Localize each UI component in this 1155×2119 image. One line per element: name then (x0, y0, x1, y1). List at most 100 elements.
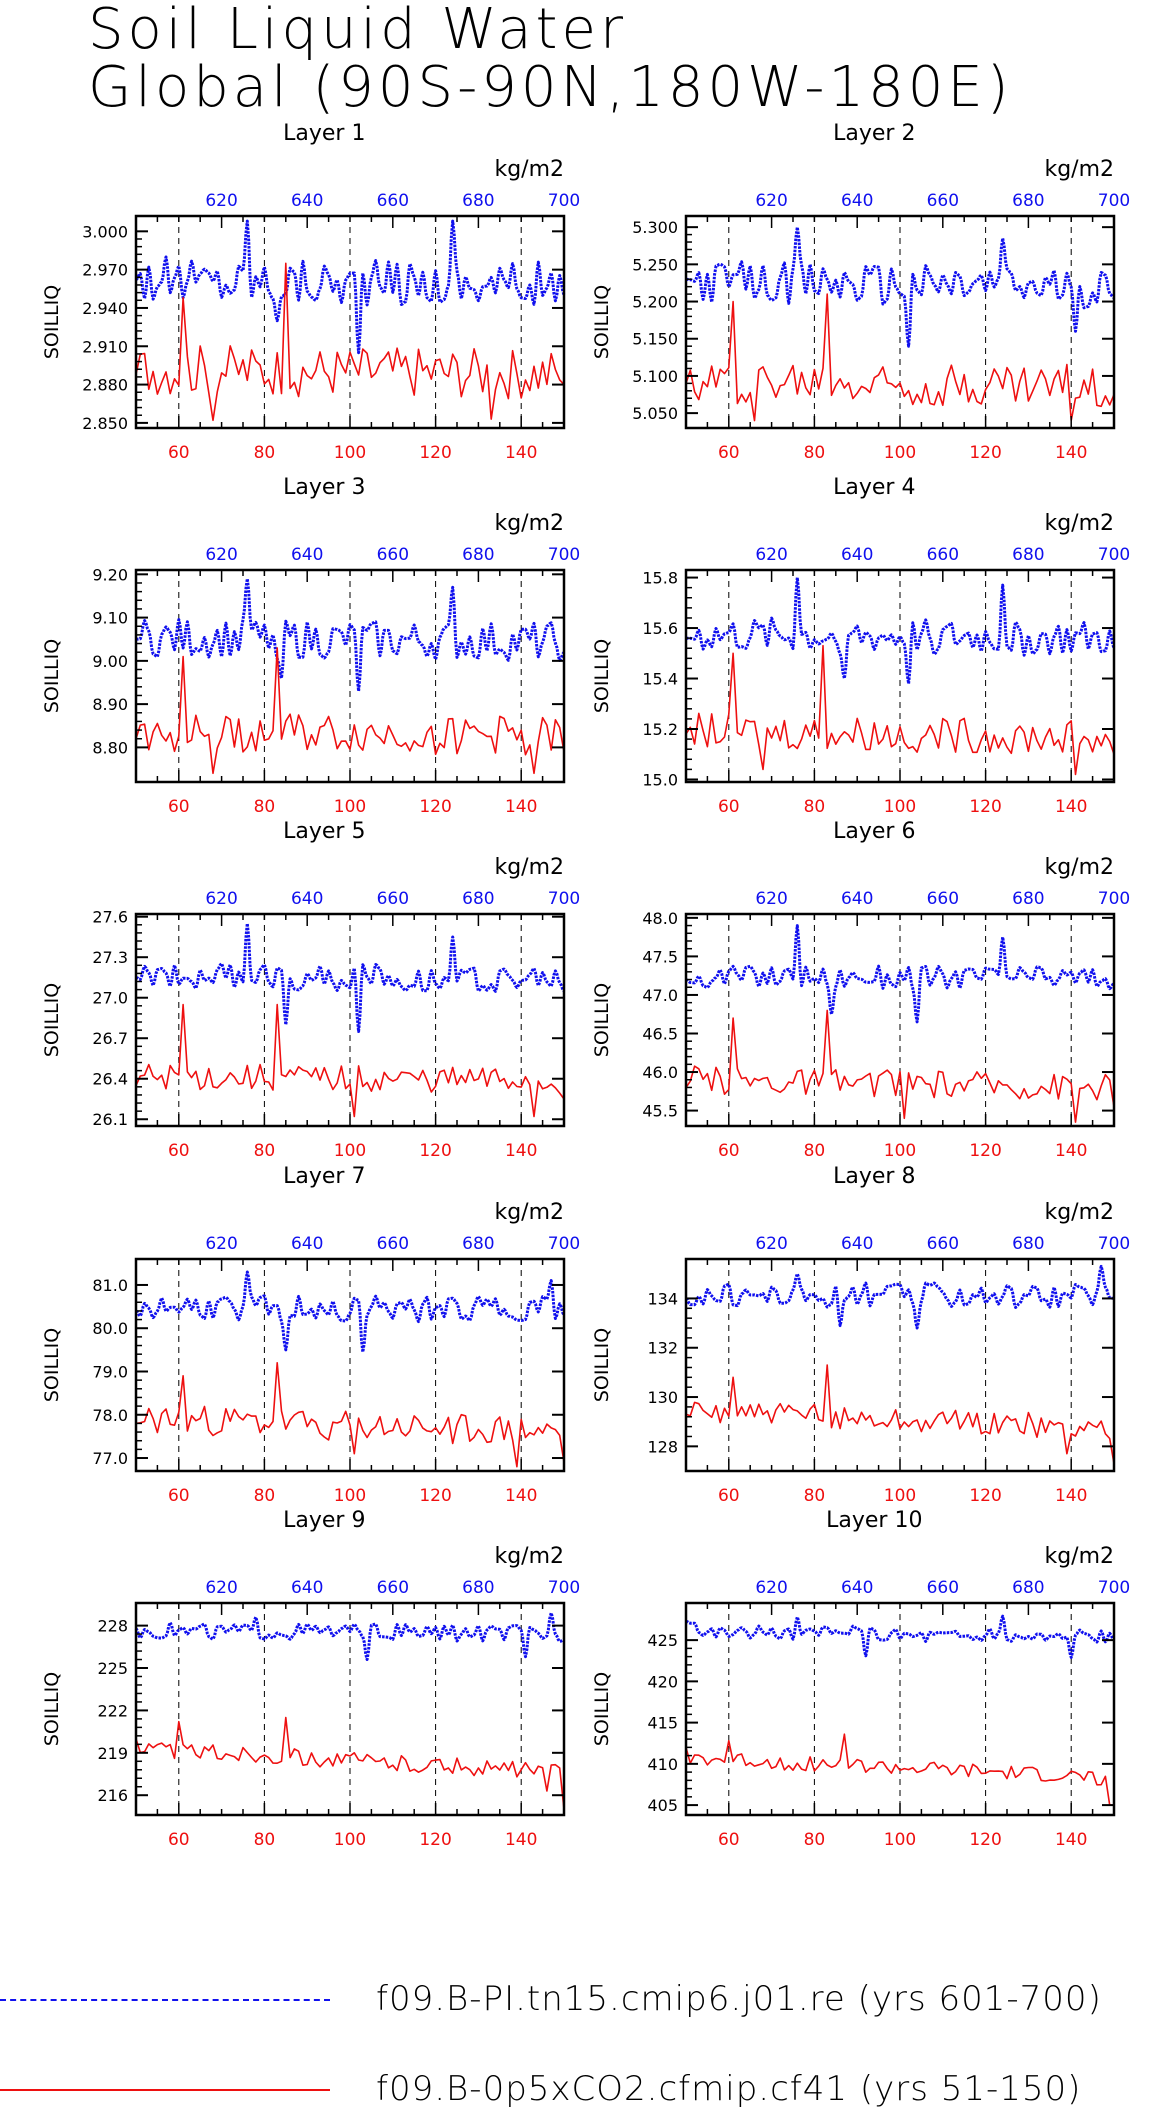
series-line-red (685, 644, 1115, 776)
x-tick-label-top: 660 (377, 191, 409, 211)
x-tick-label-bottom: 120 (969, 797, 1001, 817)
x-tick-label-top: 640 (291, 889, 323, 909)
y-tick-label: 3.000 (82, 222, 128, 241)
y-axis-label: SOILLIQ (591, 285, 613, 359)
x-tick-label-bottom: 140 (505, 797, 537, 817)
x-tick-label-bottom: 140 (505, 1830, 537, 1850)
y-tick-label: 5.050 (632, 404, 678, 423)
x-tick-label-top: 620 (205, 889, 237, 909)
x-tick-label-bottom: 120 (969, 443, 1001, 463)
chart-panel: Layer 6 kg/m2 SOILLIQ 45.5 46.0 46.5 47.0 47.5 4… (591, 819, 1130, 1161)
y-tick-label: 410 (647, 1755, 678, 1774)
y-tick-label: 2.880 (82, 376, 128, 395)
x-tick-label-top: 620 (755, 191, 787, 211)
x-tick-label-bottom: 100 (884, 797, 916, 817)
chart-panel: Layer 8 kg/m2 SOILLIQ 128 130 132 134 60 80 100 12… (591, 1164, 1130, 1506)
x-tick-label-top: 620 (755, 1578, 787, 1598)
series-line-red (135, 1716, 565, 1810)
series-line-blue (685, 924, 1116, 1024)
series-line-red (135, 1362, 565, 1468)
y-tick-label: 26.4 (92, 1070, 128, 1089)
y-tick-label: 219 (97, 1744, 128, 1763)
y-axis-label: SOILLIQ (591, 1328, 613, 1402)
y-tick-label: 27.3 (92, 948, 128, 967)
x-tick-label-top: 660 (927, 889, 959, 909)
y-tick-label: 5.300 (632, 218, 678, 237)
series-line-blue (685, 576, 1116, 686)
x-tick-label-bottom: 80 (254, 797, 276, 817)
y-tick-label: 415 (647, 1714, 678, 1733)
y-tick-label: 26.1 (92, 1110, 128, 1129)
x-tick-label-bottom: 140 (1055, 797, 1087, 817)
x-tick-label-bottom: 60 (718, 1830, 740, 1850)
x-tick-label-bottom: 140 (1055, 1486, 1087, 1506)
series-line-red (135, 1003, 565, 1118)
chart-panel: Layer 4 kg/m2 SOILLIQ 15.0 15.2 15.4 15.6 15.8 6… (591, 475, 1130, 817)
x-tick-label-top: 620 (205, 1578, 237, 1598)
x-tick-label-top: 700 (1098, 1578, 1130, 1598)
y-tick-label: 405 (647, 1796, 678, 1815)
y-tick-label: 5.250 (632, 255, 678, 274)
x-tick-label-top: 700 (1098, 889, 1130, 909)
chart-panel: Layer 5 kg/m2 SOILLIQ 26.1 26.4 26.7 27.0 27.3 2… (41, 819, 580, 1161)
x-tick-label-top: 660 (927, 1234, 959, 1254)
panel-title: Layer 10 (826, 1508, 922, 1533)
y-tick-label: 45.5 (642, 1102, 678, 1121)
y-axis-label: SOILLIQ (591, 983, 613, 1057)
x-tick-label-bottom: 100 (334, 797, 366, 817)
series-line-red (135, 262, 565, 422)
panel-title: Layer 2 (833, 121, 915, 146)
y-tick-label: 8.80 (92, 738, 128, 757)
x-tick-label-bottom: 140 (505, 1141, 537, 1161)
y-tick-label: 216 (97, 1786, 128, 1805)
x-tick-label-top: 660 (377, 1578, 409, 1598)
y-tick-label: 27.0 (92, 989, 128, 1008)
series-line-red (685, 1009, 1115, 1123)
x-tick-label-bottom: 60 (718, 1486, 740, 1506)
x-tick-label-top: 700 (548, 1578, 580, 1598)
panel-title: Layer 7 (283, 1164, 365, 1189)
chart-panel: Layer 9 kg/m2 SOILLIQ 216 219 222 225 228 60 80 10… (41, 1508, 580, 1850)
x-tick-label-bottom: 60 (718, 797, 740, 817)
y-tick-label: 15.8 (642, 569, 678, 588)
x-tick-label-top: 700 (548, 1234, 580, 1254)
x-tick-label-bottom: 80 (254, 1141, 276, 1161)
y-tick-label: 47.5 (642, 947, 678, 966)
y-tick-label: 81.0 (92, 1276, 128, 1295)
x-tick-label-bottom: 80 (804, 1486, 826, 1506)
y-tick-label: 47.0 (642, 986, 678, 1005)
x-tick-label-top: 680 (1012, 545, 1044, 565)
legend-item-blue: f09.B-PI.tn15.cmip6.j01.re (yrs 601-700) (0, 1979, 1155, 2019)
y-axis-label: SOILLIQ (591, 639, 613, 713)
units-label: kg/m2 (494, 511, 564, 536)
y-tick-label: 77.0 (92, 1449, 128, 1468)
x-tick-label-bottom: 100 (334, 1141, 366, 1161)
x-tick-label-top: 620 (205, 1234, 237, 1254)
x-tick-label-bottom: 60 (168, 443, 190, 463)
x-tick-label-bottom: 100 (884, 443, 916, 463)
y-tick-label: 8.90 (92, 695, 128, 714)
x-tick-label-top: 660 (377, 1234, 409, 1254)
series-line-blue (684, 1264, 1115, 1330)
y-tick-label: 132 (647, 1339, 678, 1358)
x-tick-label-bottom: 140 (1055, 443, 1087, 463)
series-line-blue (135, 922, 566, 1033)
series-line-red (685, 1733, 1114, 1806)
x-tick-label-bottom: 120 (969, 1486, 1001, 1506)
x-tick-label-bottom: 120 (419, 1141, 451, 1161)
x-tick-label-top: 660 (927, 545, 959, 565)
units-label: kg/m2 (1044, 1200, 1114, 1225)
x-tick-label-top: 680 (462, 545, 494, 565)
x-tick-label-top: 640 (291, 191, 323, 211)
x-tick-label-bottom: 100 (334, 1486, 366, 1506)
x-tick-label-top: 680 (1012, 889, 1044, 909)
panel-title: Layer 8 (833, 1164, 915, 1189)
y-axis-label: SOILLIQ (41, 983, 63, 1057)
legend-line-red (0, 2089, 330, 2091)
units-label: kg/m2 (494, 157, 564, 182)
x-tick-label-bottom: 80 (254, 443, 276, 463)
units-label: kg/m2 (1044, 855, 1114, 880)
x-tick-label-bottom: 120 (419, 797, 451, 817)
y-tick-label: 9.10 (92, 609, 128, 628)
